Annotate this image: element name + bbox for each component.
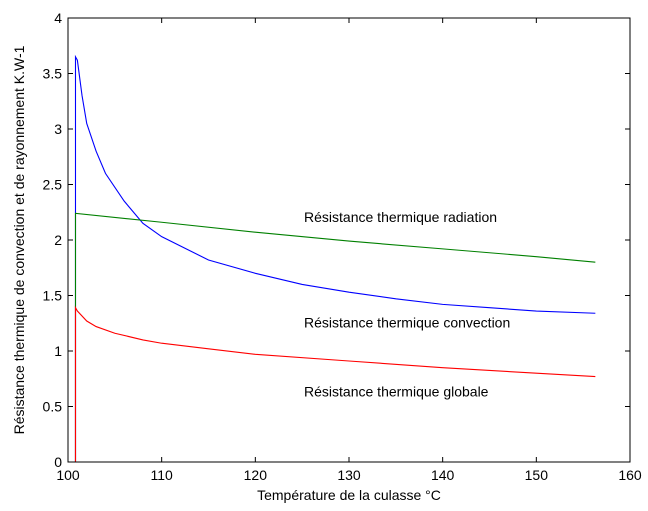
x-tick-label: 160 — [618, 467, 642, 483]
y-tick-label: 0 — [54, 454, 62, 470]
y-axis-title: Résistance thermique de convection et de… — [11, 45, 27, 434]
annotation-3: Résistance thermique globale — [304, 384, 489, 400]
x-tick-label: 140 — [431, 467, 455, 483]
annotation-1: Résistance thermique radiation — [304, 209, 497, 225]
y-tick-label: 2 — [54, 232, 62, 248]
x-tick-label: 120 — [244, 467, 268, 483]
x-axis-title: Température de la culasse °C — [257, 487, 441, 503]
y-tick-label: 2.5 — [43, 177, 63, 193]
x-tick-label: 150 — [525, 467, 549, 483]
series-layer — [74, 54, 596, 462]
annot-layer: Résistance thermique radiation Résistance… — [304, 209, 510, 399]
y-tick-label: 3 — [54, 121, 62, 137]
plot-frame — [67, 17, 631, 463]
series-line-3 — [74, 305, 596, 462]
series-line-2 — [74, 212, 596, 462]
x-tick-label: 130 — [337, 467, 361, 483]
series-line-1 — [74, 54, 596, 462]
y-tick-label: 4 — [54, 10, 62, 26]
annotation-2: Résistance thermique convection — [304, 315, 510, 331]
y-tick-label: 1.5 — [43, 288, 63, 304]
y-tick-label: 1 — [54, 343, 62, 359]
y-tick-label: 0.5 — [43, 399, 63, 415]
x-tick-label: 110 — [151, 467, 174, 483]
ticks-layer: 100 110 120 130 140 150 160 0 0.5 1 1.5 2 2.5 3 3.5 4 — [43, 10, 642, 483]
y-tick-label: 3.5 — [43, 66, 63, 82]
x-tick-label: 100 — [56, 467, 80, 483]
